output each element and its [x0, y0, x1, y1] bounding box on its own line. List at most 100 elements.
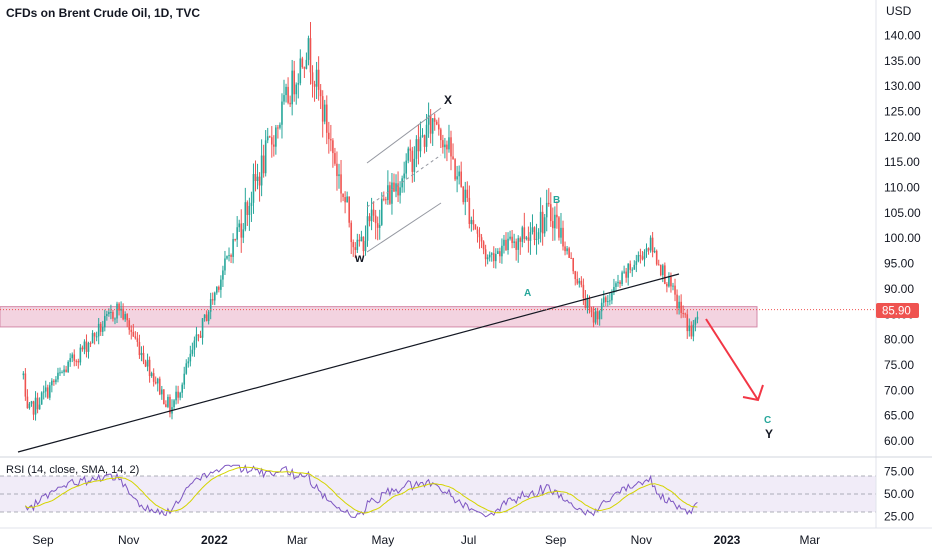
- candle-body: [262, 155, 265, 174]
- candle-body: [297, 83, 300, 85]
- y-tick-label: 110.00: [884, 181, 920, 195]
- candle-body: [83, 341, 86, 350]
- candle-body: [376, 223, 379, 228]
- candle-body: [474, 224, 477, 230]
- candle-body: [509, 236, 511, 239]
- candle-body: [513, 241, 515, 243]
- candle-body: [55, 379, 57, 383]
- candle-body: [236, 227, 238, 240]
- projection-arrow-head: [742, 384, 764, 402]
- y-tick-label: 95.00: [884, 257, 914, 271]
- candle-body: [362, 236, 365, 252]
- projection-arrow-shaft[interactable]: [705, 318, 759, 401]
- candle-body: [368, 216, 371, 222]
- candle-body: [521, 227, 524, 242]
- x-tick-label: Nov: [118, 533, 139, 547]
- candle-body: [295, 84, 298, 95]
- candle-body: [647, 248, 650, 251]
- candle-body: [158, 378, 161, 395]
- candle-body: [507, 238, 509, 250]
- candle-body: [97, 323, 100, 337]
- candle-body: [564, 246, 566, 252]
- channel-lower-line[interactable]: [366, 202, 442, 253]
- candle-body: [22, 373, 25, 376]
- candle-body: [348, 196, 350, 223]
- candle-body: [252, 174, 255, 203]
- candle-body: [389, 185, 391, 204]
- rsi-tick-label: 75.00: [884, 465, 914, 479]
- candle-body: [411, 150, 414, 172]
- candle-body: [380, 198, 383, 225]
- candle-body: [356, 239, 359, 251]
- support-trendline[interactable]: [17, 273, 680, 453]
- candle-body: [584, 297, 587, 308]
- x-tick-label: Mar: [287, 533, 308, 547]
- candle-body: [495, 253, 497, 262]
- candle-body: [42, 391, 45, 393]
- wave-label-y: Y: [765, 427, 773, 441]
- candle-body: [549, 204, 552, 222]
- candle-body: [678, 301, 680, 309]
- channel-upper-line[interactable]: [366, 107, 442, 164]
- candle-body: [421, 135, 424, 137]
- candle-body: [305, 59, 308, 69]
- candle-body: [246, 202, 249, 215]
- candle-body: [203, 314, 206, 319]
- candle-body: [197, 334, 200, 336]
- candle-body: [177, 391, 179, 398]
- candle-body: [106, 314, 108, 316]
- candle-body: [592, 312, 595, 323]
- candle-body: [519, 238, 522, 242]
- x-tick-label: Mar: [800, 533, 821, 547]
- candle-body: [179, 392, 181, 398]
- candle-body: [409, 148, 412, 151]
- x-tick-label: 2022: [201, 533, 228, 547]
- rsi-sma-line: [25, 466, 698, 514]
- candle-body: [602, 297, 605, 303]
- candle-body: [350, 222, 353, 243]
- candle-body: [95, 336, 98, 338]
- candle-body: [279, 124, 281, 128]
- y-tick-label: 130.00: [884, 79, 921, 93]
- candle-body: [452, 156, 454, 160]
- candle-body: [364, 240, 367, 252]
- candle-body: [370, 209, 373, 222]
- candle-body: [291, 70, 293, 105]
- candle-body: [378, 224, 381, 228]
- candle-body: [36, 397, 39, 410]
- candle-body: [128, 320, 131, 330]
- candle-body: [682, 312, 684, 314]
- candle-body: [303, 67, 306, 69]
- wave-label-w: w: [354, 251, 365, 265]
- candle-body: [30, 401, 33, 404]
- candle-body: [503, 239, 505, 246]
- candle-body: [617, 281, 619, 284]
- candle-body: [454, 159, 456, 180]
- candle-body: [270, 137, 273, 145]
- candle-body: [444, 144, 446, 148]
- candle-body: [49, 385, 51, 398]
- candle-body: [264, 140, 267, 174]
- candle-body: [250, 202, 253, 206]
- candle-body: [462, 186, 465, 203]
- candle-body: [332, 140, 334, 154]
- candle-body: [228, 255, 230, 257]
- candle-body: [289, 102, 291, 105]
- candle-body: [336, 163, 338, 177]
- candle-body: [692, 324, 695, 337]
- candle-body: [63, 369, 65, 373]
- candle-body: [103, 315, 106, 328]
- candle-body: [576, 279, 579, 284]
- candle-body: [181, 384, 183, 393]
- candle-body: [207, 311, 210, 322]
- candle-body: [108, 312, 110, 315]
- candle-body: [165, 404, 167, 407]
- candle-body: [600, 302, 603, 312]
- candle-body: [427, 115, 430, 125]
- candle-body: [586, 299, 589, 308]
- candle-body: [32, 401, 35, 415]
- candle-body: [256, 176, 259, 181]
- candle-body: [486, 257, 489, 260]
